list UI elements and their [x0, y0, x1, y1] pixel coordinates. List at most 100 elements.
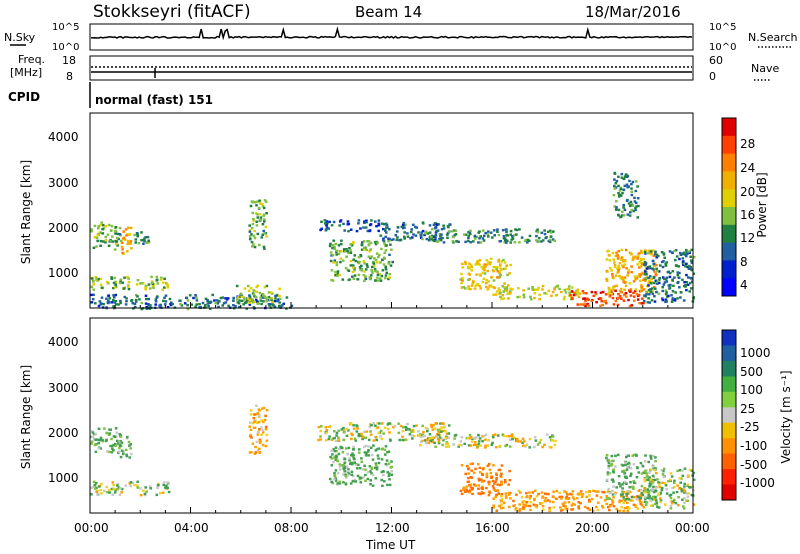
scatter-cell	[104, 225, 107, 228]
scatter-cell	[384, 235, 387, 239]
scatter-cell	[481, 473, 484, 476]
scatter-cell	[485, 263, 489, 266]
scatter-cell	[513, 436, 517, 439]
scatter-cell	[625, 506, 629, 510]
scatter-cell	[365, 430, 369, 433]
scatter-cell	[479, 235, 482, 238]
scatter-cell	[554, 294, 558, 297]
scatter-cell	[116, 236, 119, 240]
scatter-cell	[369, 274, 373, 277]
scatter-cell	[552, 490, 555, 493]
scatter-cell	[347, 468, 350, 471]
scatter-cell	[369, 248, 372, 251]
scatter-cell	[358, 478, 362, 481]
scatter-cell	[106, 450, 109, 453]
scatter-cell	[613, 178, 616, 181]
scatter-cell	[325, 220, 329, 223]
scatter-cell	[482, 239, 486, 242]
scatter-cell	[630, 187, 633, 190]
scatter-cell	[134, 241, 137, 244]
scatter-cell	[612, 485, 615, 488]
scatter-cell	[353, 274, 357, 277]
scatter-cell	[684, 265, 687, 268]
scatter-cell	[348, 457, 351, 460]
scatter-cell	[502, 235, 506, 238]
scatter-cell	[559, 506, 562, 509]
scatter-cell	[546, 433, 549, 436]
scatter-cell	[441, 236, 444, 240]
scatter-cell	[657, 493, 660, 497]
scatter-cell	[379, 429, 383, 432]
scatter-cell	[447, 445, 451, 448]
scatter-cell	[329, 455, 332, 459]
scatter-cell	[337, 252, 341, 256]
scatter-cell	[614, 274, 618, 277]
scatter-cell	[168, 297, 172, 301]
scatter-cell	[497, 276, 501, 279]
scatter-cell	[571, 286, 574, 289]
scatter-cell	[389, 264, 393, 267]
scatter-cell	[133, 302, 137, 306]
scatter-cell	[340, 239, 343, 242]
scatter-cell	[393, 424, 397, 428]
scatter-cell	[376, 261, 379, 264]
scatter-cell	[650, 277, 653, 281]
scatter-cell	[500, 493, 504, 496]
scatter-cell	[649, 455, 653, 458]
scatter-cell	[647, 265, 650, 269]
scatter-cell	[265, 298, 269, 301]
scatter-cell	[551, 435, 555, 438]
scatter-cell	[258, 451, 262, 454]
scatter-cell	[356, 474, 360, 478]
scatter-cell	[95, 245, 98, 248]
scatter-cell	[385, 226, 388, 229]
scatter-cell	[671, 290, 675, 293]
scatter-cell	[467, 272, 471, 275]
scatter-cell	[504, 267, 507, 270]
scatter-cell	[320, 425, 323, 428]
scatter-cell	[195, 303, 198, 306]
scatter-cell	[115, 431, 119, 434]
scatter-cell	[656, 269, 659, 273]
scatter-cell	[625, 498, 628, 501]
scatter-cell	[546, 230, 550, 234]
scatter-cell	[356, 427, 359, 430]
scatter-cell	[243, 287, 247, 290]
scatter-cell	[502, 290, 505, 293]
scatter-cell	[509, 292, 512, 295]
scatter-cell	[685, 262, 688, 265]
scatter-cell	[607, 292, 610, 295]
scatter-cell	[636, 507, 640, 510]
scatter-cell	[139, 494, 143, 497]
scatter-cell	[507, 493, 511, 496]
scatter-cell	[475, 273, 478, 276]
velocity-cbar-label: Velocity [m s⁻¹]	[779, 370, 793, 463]
scatter-cell	[627, 202, 631, 205]
scatter-cell	[262, 213, 266, 216]
scatter-cell	[357, 451, 361, 454]
scatter-cell	[656, 279, 660, 283]
scatter-cell	[568, 285, 571, 288]
scatter-cell	[274, 297, 277, 300]
velocity-cbar-tick-m500: -500	[740, 458, 767, 472]
nave-tick-top: 60	[709, 54, 723, 67]
scatter-cell	[584, 299, 587, 302]
scatter-cell	[632, 280, 636, 283]
scatter-cell	[685, 251, 689, 254]
velocity-cbar-tick-25: 25	[740, 402, 755, 416]
scatter-cell	[555, 489, 559, 493]
scatter-cell	[611, 272, 614, 276]
scatter-cell	[641, 493, 645, 497]
scatter-cell	[352, 258, 355, 261]
scatter-cell	[412, 233, 415, 236]
scatter-cell	[633, 290, 637, 293]
cpid-label: CPID	[8, 90, 40, 104]
scatter-cell	[152, 286, 155, 289]
scatter-cell	[442, 439, 445, 442]
scatter-cell	[495, 478, 498, 481]
scatter-cell	[477, 487, 480, 490]
scatter-cell	[349, 259, 353, 263]
scatter-cell	[440, 228, 444, 231]
scatter-cell	[335, 253, 338, 256]
freq-panel	[89, 55, 694, 81]
